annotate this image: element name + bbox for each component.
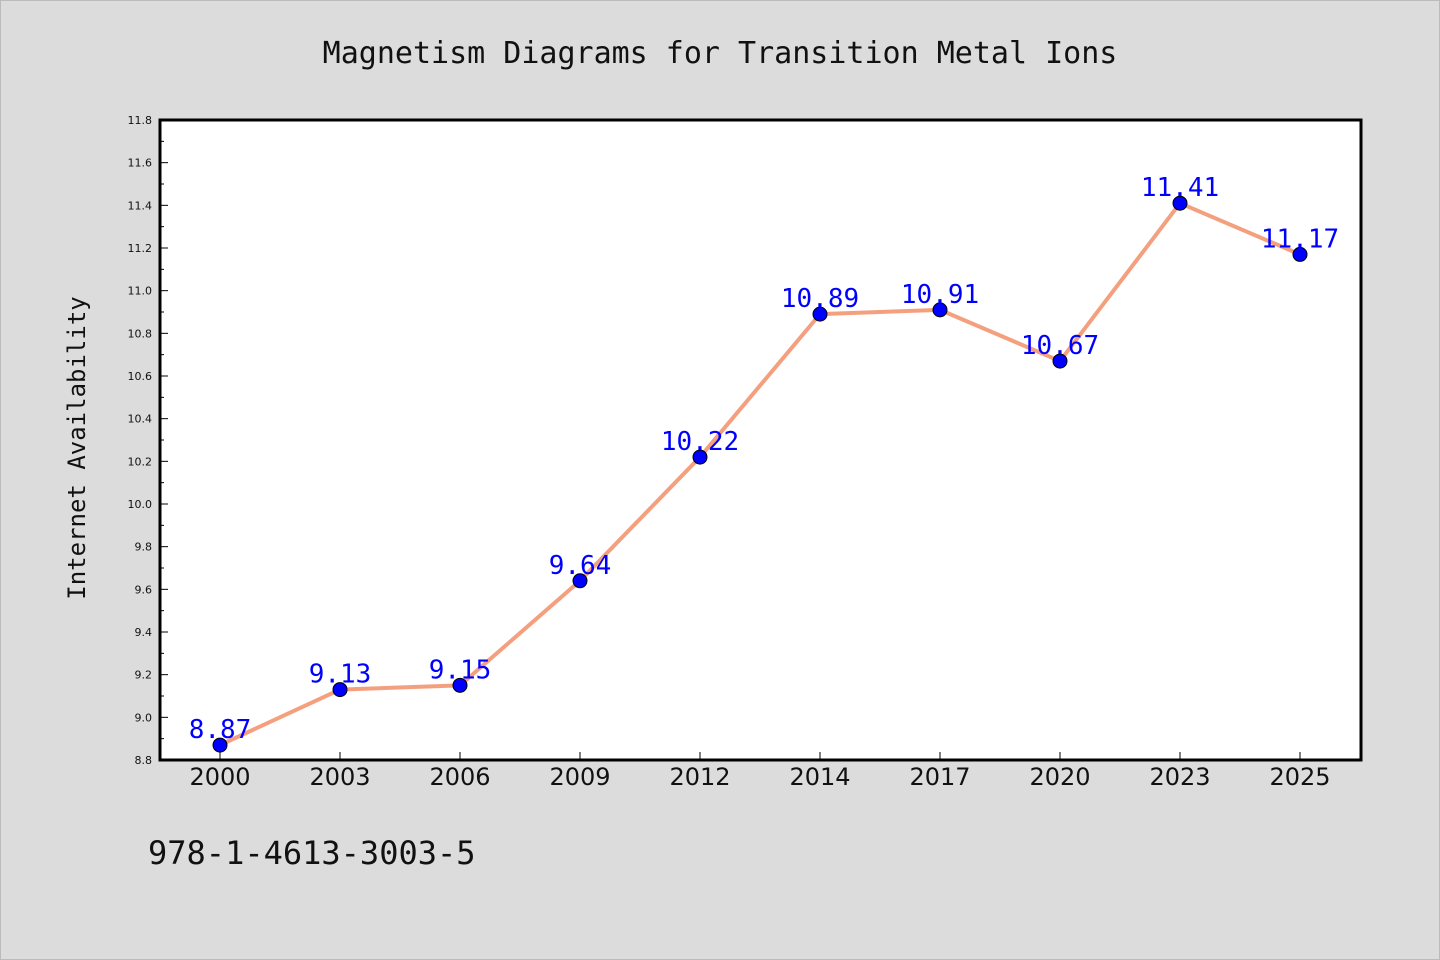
y-tick-label: 8.8 (135, 754, 153, 767)
chart-title: Magnetism Diagrams for Transition Metal … (323, 36, 1118, 71)
y-tick-label: 11.2 (128, 242, 153, 255)
x-tick-label: 2014 (789, 763, 850, 791)
y-tick-label: 10.8 (128, 327, 153, 340)
y-tick-label: 10.6 (128, 370, 153, 383)
isbn-footer: 978-1-4613-3003-5 (148, 834, 476, 872)
data-label: 10.91 (901, 280, 979, 310)
x-axis-ticks: 2000 2003 2006 2009 2012 2014 2017 2020 2023 2025 (189, 752, 1331, 791)
data-point (932, 302, 948, 318)
data-label: 10.67 (1021, 331, 1099, 361)
data-point (452, 677, 468, 693)
data-point (572, 573, 588, 589)
x-tick-label: 2025 (1269, 763, 1330, 791)
y-tick-label: 9.0 (135, 711, 153, 724)
y-tick-label: 11.0 (128, 285, 153, 298)
data-series: 8.87 9.13 9.15 9.64 10.22 10.89 10.91 10.67 11.4… (189, 173, 1339, 753)
x-tick-label: 2003 (309, 763, 370, 791)
y-tick-label: 9.6 (135, 583, 153, 596)
data-point (1292, 246, 1308, 262)
x-tick-label: 2017 (909, 763, 970, 791)
y-tick-label: 11.6 (128, 157, 153, 170)
data-label: 11.41 (1141, 173, 1219, 203)
data-point (332, 682, 348, 698)
y-tick-label: 10.2 (128, 455, 153, 468)
y-tick-label: 9.8 (135, 541, 153, 554)
x-tick-label: 2023 (1149, 763, 1210, 791)
data-label: 10.89 (781, 284, 859, 314)
series-line (219, 201, 1301, 747)
x-tick-label: 2020 (1029, 763, 1090, 791)
data-label: 9.13 (309, 660, 372, 690)
data-label: 9.64 (549, 551, 612, 581)
data-point (212, 737, 228, 753)
data-label: 11.17 (1261, 224, 1339, 254)
y-tick-label: 9.4 (135, 626, 153, 639)
x-tick-label: 2000 (189, 763, 250, 791)
x-tick-label: 2012 (669, 763, 730, 791)
data-point (1052, 353, 1068, 369)
y-tick-label: 10.4 (128, 413, 153, 426)
y-tick-label: 10.0 (128, 498, 153, 511)
y-axis-ticks: 8.8 9.0 9.2 9.4 9.6 9.8 10.0 10.2 10.4 10.6 10.8 11… (128, 114, 168, 767)
x-tick-label: 2009 (549, 763, 610, 791)
data-label: 9.15 (429, 655, 492, 685)
data-point (692, 449, 708, 465)
y-tick-label: 11.4 (128, 199, 153, 212)
x-tick-label: 2006 (429, 763, 490, 791)
data-point (1172, 195, 1188, 211)
data-label: 10.22 (661, 427, 739, 457)
y-tick-label: 11.8 (128, 114, 153, 127)
data-label: 8.87 (189, 715, 252, 745)
y-tick-label: 9.2 (135, 669, 153, 682)
y-axis-label: Internet Availability (63, 296, 91, 599)
data-point (812, 306, 828, 322)
